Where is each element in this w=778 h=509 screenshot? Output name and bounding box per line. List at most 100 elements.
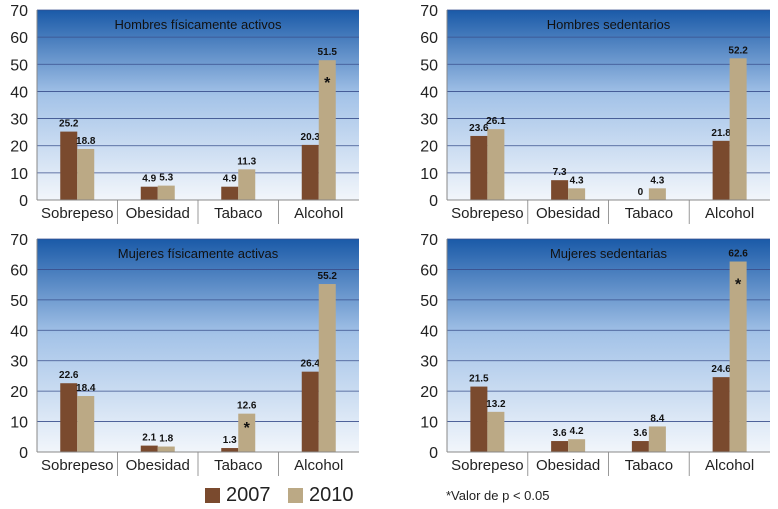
y-tick-label: 70 <box>420 3 438 20</box>
y-tick-label: 70 <box>420 232 438 249</box>
data-label: 21.5 <box>469 374 489 385</box>
data-label: 3.6 <box>633 428 647 439</box>
y-tick-label: 20 <box>10 139 28 156</box>
chart-panel-3: 0 10 20 30 40 50 60 70 Mujeres físicamente activ… <box>10 232 359 476</box>
y-tick-label: 60 <box>420 262 438 279</box>
x-category-label: Alcohol <box>705 205 754 222</box>
y-tick-label: 10 <box>420 415 438 432</box>
bar-2010-sobrepeso <box>77 396 95 452</box>
bar-2007-obesidad <box>551 441 569 452</box>
chart-title: Hombres sedentarios <box>547 17 671 32</box>
y-tick-label: 40 <box>10 84 28 101</box>
data-label: 26.4 <box>301 359 321 370</box>
y-tick-label: 60 <box>10 262 28 279</box>
significance-marker: * <box>324 75 331 92</box>
bar-2010-alcohol <box>318 60 336 200</box>
x-category-label: Tabaco <box>625 205 673 222</box>
data-label: 23.6 <box>469 123 489 134</box>
data-label: 52.2 <box>728 45 748 56</box>
bar-2007-tabaco <box>221 448 239 452</box>
y-tick-label: 50 <box>420 57 438 74</box>
x-category-label: Tabaco <box>625 457 673 474</box>
legend-swatch-2010 <box>288 488 303 503</box>
data-label: 51.5 <box>318 47 338 58</box>
data-label: 13.2 <box>486 399 506 410</box>
bar-2010-obesidad <box>568 439 586 452</box>
y-tick-label: 0 <box>19 193 28 210</box>
x-category-label: Obesidad <box>536 205 600 222</box>
x-category-label: Alcohol <box>294 205 343 222</box>
bar-2007-alcohol <box>301 144 319 200</box>
x-category-label: Tabaco <box>214 205 262 222</box>
x-category-label: Sobrepeso <box>41 457 114 474</box>
bar-2010-obesidad <box>157 446 175 452</box>
bar-2007-sobrepeso <box>60 131 78 200</box>
x-category-label: Obesidad <box>126 457 190 474</box>
legend-2007: 2007 <box>205 484 271 507</box>
y-tick-label: 70 <box>10 3 28 20</box>
bar-2010-alcohol <box>318 284 336 452</box>
y-tick-label: 60 <box>10 30 28 47</box>
y-tick-label: 20 <box>420 139 438 156</box>
bar-2007-obesidad <box>140 445 158 452</box>
y-tick-label: 0 <box>429 193 438 210</box>
data-label: 4.9 <box>142 174 156 185</box>
chart-panel-1: 0 10 20 30 40 50 60 70 Hombres físicamente activ… <box>10 3 359 224</box>
data-label: 18.8 <box>76 136 96 147</box>
y-tick-label: 70 <box>10 232 28 249</box>
y-tick-label: 60 <box>420 30 438 47</box>
data-label: 26.1 <box>486 116 506 127</box>
bar-2007-obesidad <box>140 186 158 200</box>
bar-2010-sobrepeso <box>487 411 505 452</box>
bar-2007-sobrepeso <box>470 135 488 200</box>
data-label: 5.3 <box>159 173 173 184</box>
bar-2010-tabaco <box>648 426 666 452</box>
x-category-label: Sobrepeso <box>451 205 524 222</box>
chart-panel-4: 0 10 20 30 40 50 60 70 Mujeres sedentarias 21.5 13… <box>420 232 770 476</box>
legend-label-2007: 2007 <box>226 484 271 506</box>
legend-swatch-2007 <box>205 488 220 503</box>
bar-2010-tabaco <box>238 413 256 452</box>
data-label: 4.2 <box>570 426 584 437</box>
y-tick-label: 30 <box>420 354 438 371</box>
legend-label-2010: 2010 <box>309 484 354 506</box>
bar-2010-sobrepeso <box>77 148 95 200</box>
bar-2007-alcohol <box>712 140 730 200</box>
x-category-label: Tabaco <box>214 457 262 474</box>
y-tick-label: 30 <box>420 112 438 129</box>
data-label: 62.6 <box>728 249 748 260</box>
y-tick-label: 50 <box>420 293 438 310</box>
chart-title: Mujeres sedentarias <box>550 246 668 261</box>
y-tick-label: 10 <box>10 415 28 432</box>
significance-marker: * <box>735 277 742 294</box>
bar-2010-tabaco <box>648 188 666 200</box>
y-tick-label: 40 <box>420 323 438 340</box>
data-label: 20.3 <box>301 132 321 143</box>
data-label: 4.9 <box>223 174 237 185</box>
x-category-label: Alcohol <box>294 457 343 474</box>
x-category-label: Obesidad <box>536 457 600 474</box>
legend-2010: 2010 <box>288 484 354 507</box>
y-tick-label: 0 <box>429 445 438 462</box>
y-tick-label: 50 <box>10 293 28 310</box>
data-label: 55.2 <box>318 271 338 282</box>
bar-2007-tabaco <box>631 441 649 452</box>
bar-2007-tabaco <box>221 186 239 200</box>
y-tick-label: 10 <box>420 166 438 183</box>
y-tick-label: 20 <box>420 384 438 401</box>
x-category-label: Sobrepeso <box>451 457 524 474</box>
bar-2007-sobrepeso <box>60 383 78 452</box>
y-tick-label: 20 <box>10 384 28 401</box>
y-tick-label: 50 <box>10 57 28 74</box>
bar-2007-sobrepeso <box>470 386 488 452</box>
bar-2007-alcohol <box>301 371 319 452</box>
data-label: 0 <box>638 187 644 198</box>
bar-2010-tabaco <box>238 169 256 200</box>
data-label: 11.3 <box>237 156 256 167</box>
data-label: 25.2 <box>59 119 79 130</box>
y-tick-label: 30 <box>10 112 28 129</box>
x-category-label: Alcohol <box>705 457 754 474</box>
significance-marker: * <box>244 420 251 437</box>
data-label: 7.3 <box>553 167 567 178</box>
